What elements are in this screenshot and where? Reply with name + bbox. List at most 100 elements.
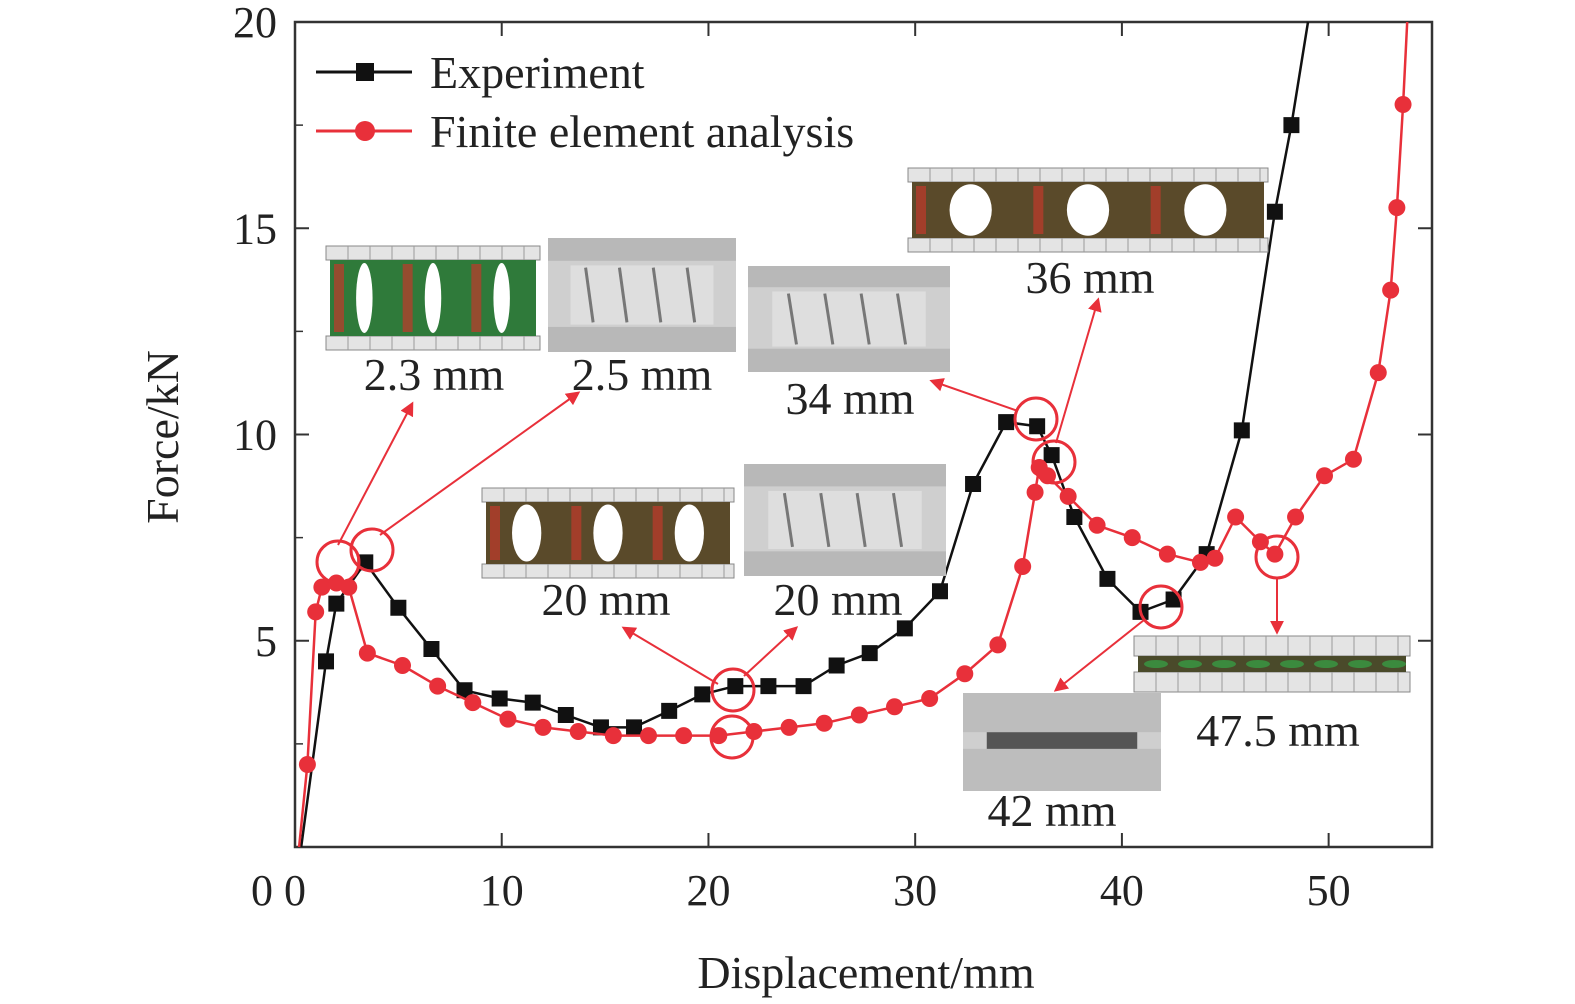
experiment-point xyxy=(727,678,744,695)
fea-point xyxy=(956,665,974,683)
deformed-model-inset xyxy=(481,487,735,579)
inset-label: 42 mm xyxy=(987,785,1116,836)
legend-label: Finite element analysis xyxy=(430,106,854,157)
experiment-point xyxy=(1066,509,1083,525)
crushed-cell xyxy=(1178,660,1202,668)
crushed-cell xyxy=(1348,660,1372,668)
y-tick-label: 15 xyxy=(233,204,277,253)
fea-point xyxy=(1388,199,1406,217)
photo-top-platen xyxy=(548,238,736,261)
photo-bottom-platen xyxy=(744,551,946,576)
x-tick-label: 40 xyxy=(1100,866,1144,915)
stress-band xyxy=(571,506,582,560)
experiment-photo-inset xyxy=(548,238,736,352)
experiment-point xyxy=(456,682,473,699)
x-tick-label: 20 xyxy=(686,866,730,915)
cell-void xyxy=(593,504,623,562)
experiment-point xyxy=(1099,570,1116,587)
fea-point xyxy=(1059,487,1077,505)
annotation-arrow xyxy=(621,626,719,685)
platen xyxy=(325,245,541,261)
crushed-model-inset xyxy=(1133,635,1411,693)
fea-point xyxy=(358,644,376,662)
fea-point xyxy=(499,710,517,728)
y-tick-label: 20 xyxy=(233,0,277,47)
crushed-cell xyxy=(1280,660,1304,668)
highlight-circle xyxy=(349,527,395,573)
y-axis-title: Force/kN xyxy=(137,350,188,524)
cell-void xyxy=(493,263,510,333)
highlight-circle xyxy=(1031,439,1077,485)
experiment-point xyxy=(592,719,609,736)
inset-label: 34 mm xyxy=(785,373,914,424)
photo-crushed-specimen xyxy=(986,732,1138,749)
crushed-cell xyxy=(1144,660,1168,668)
fea-point xyxy=(307,603,325,621)
legend-marker-circle xyxy=(355,121,375,141)
cell-void xyxy=(674,504,704,562)
fea-point xyxy=(1088,516,1106,534)
cell-void xyxy=(1184,184,1227,236)
experiment-point xyxy=(491,690,508,707)
series-line-2 xyxy=(297,21,1409,848)
fea-point xyxy=(1316,467,1334,485)
experiment-point xyxy=(390,599,407,616)
photo-top-platen xyxy=(748,266,950,288)
inset-label: 2.5 mm xyxy=(572,349,713,400)
stress-band xyxy=(916,186,926,234)
fea-point xyxy=(298,756,316,773)
deformed-model-inset xyxy=(907,167,1269,253)
fea-point xyxy=(640,727,658,745)
fea-point xyxy=(1227,508,1245,526)
highlight-circle xyxy=(710,667,756,713)
platen xyxy=(1133,635,1411,657)
photo-strut xyxy=(895,293,908,345)
experiment-point xyxy=(1266,203,1283,220)
fea-point xyxy=(1394,96,1412,113)
annotation-arrow xyxy=(337,401,414,546)
crushed-cell xyxy=(1212,660,1236,668)
platen xyxy=(481,487,735,503)
fea-point xyxy=(921,690,939,707)
crushed-cell xyxy=(1382,660,1406,668)
experiment-point xyxy=(1283,117,1300,134)
crushed-photo-inset xyxy=(963,693,1161,791)
experiment-point xyxy=(328,595,345,612)
photo-bottom-platen xyxy=(548,326,736,352)
photo-strut xyxy=(891,492,904,548)
y-tick-label: 5 xyxy=(255,617,277,666)
annotation-arrow xyxy=(929,378,1019,412)
photo-strut xyxy=(617,267,629,323)
fea-point xyxy=(886,698,904,716)
fea-point xyxy=(1266,545,1284,563)
cell-void xyxy=(512,504,542,562)
fea-point xyxy=(1382,281,1400,299)
experiment-point xyxy=(896,620,913,637)
photo-strut xyxy=(855,492,867,548)
photo-strut xyxy=(819,492,831,548)
experiment-point xyxy=(965,476,982,492)
fea-point xyxy=(1026,483,1044,501)
fea-point xyxy=(1344,450,1362,468)
photo-bottom-platen xyxy=(963,748,1161,791)
experiment-point xyxy=(694,686,711,703)
experiment-photo-inset xyxy=(748,266,950,372)
fea-point xyxy=(815,714,833,732)
cell-void xyxy=(424,263,442,333)
x-tick-label: 30 xyxy=(893,866,937,915)
stress-band xyxy=(652,506,663,560)
legend-marker-square xyxy=(356,63,374,81)
x-tick-label: 10 xyxy=(480,866,524,915)
annotation-arrow xyxy=(1055,297,1102,444)
photo-strut xyxy=(823,293,835,345)
origin-tick-label: 0 xyxy=(251,866,273,915)
fea-point xyxy=(429,677,447,695)
cell-void xyxy=(949,184,992,236)
stress-band xyxy=(490,506,500,560)
annotation-arrow xyxy=(743,626,799,677)
experiment-point xyxy=(524,694,541,711)
inset-label: 20 mm xyxy=(773,574,902,625)
fea-point xyxy=(1123,529,1141,547)
photo-top-platen xyxy=(963,693,1161,733)
